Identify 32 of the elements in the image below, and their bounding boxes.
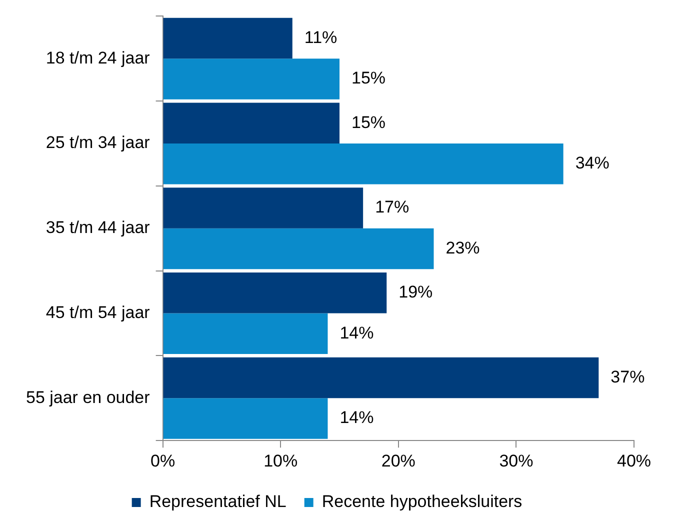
- legend-label: Recente hypotheeksluiters: [322, 492, 522, 512]
- bar: [163, 102, 340, 144]
- y-tick-label: 35 t/m 44 jaar: [46, 218, 150, 238]
- data-label: 23%: [446, 238, 480, 258]
- data-label: 14%: [340, 408, 374, 428]
- bar: [163, 272, 387, 314]
- y-tick-label: 25 t/m 34 jaar: [46, 133, 150, 152]
- x-tick-label: 0%: [150, 451, 176, 470]
- data-label: 15%: [352, 112, 386, 132]
- bar: [163, 18, 292, 59]
- data-label: 14%: [340, 323, 374, 342]
- x-tick-label: 20%: [381, 451, 416, 470]
- data-label: 17%: [375, 198, 410, 217]
- bar: [163, 313, 328, 354]
- bar: [163, 188, 364, 228]
- y-tick-label: 18 t/m 24 jaar: [46, 48, 150, 68]
- data-label: 34%: [575, 154, 610, 173]
- x-tick-label: 40%: [616, 451, 652, 470]
- legend-label: Representatief NL: [149, 492, 286, 512]
- x-tick-label: 10%: [264, 451, 298, 470]
- data-label: 37%: [610, 367, 645, 386]
- data-label: 19%: [398, 282, 433, 302]
- bar: [163, 357, 599, 398]
- bar: [163, 58, 340, 100]
- x-tick-label: 30%: [499, 451, 534, 470]
- bar: [163, 228, 434, 270]
- y-tick-label: 45 t/m 54 jaar: [46, 302, 150, 322]
- bar: [163, 144, 564, 184]
- data-label: 15%: [352, 68, 386, 88]
- bar: [163, 398, 328, 439]
- data-label: 11%: [304, 28, 338, 47]
- y-tick-label: 55 jaar en ouder: [26, 388, 150, 407]
